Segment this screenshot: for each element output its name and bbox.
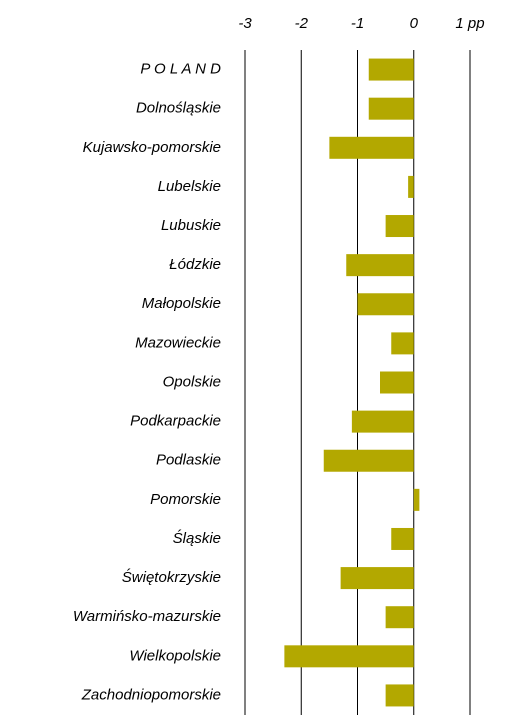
y-tick-label: Podlaskie	[156, 452, 221, 469]
bar	[346, 254, 414, 277]
bar	[385, 606, 414, 629]
bar	[329, 136, 414, 159]
x-tick-label: -1	[351, 15, 364, 32]
y-tick-label: Dolnośląskie	[136, 100, 221, 117]
y-tick-label: Podkarpackie	[130, 413, 221, 430]
bar	[340, 567, 414, 590]
bar	[351, 410, 414, 433]
bar	[323, 449, 414, 472]
x-tick-label: -2	[295, 15, 309, 32]
bar	[413, 488, 420, 511]
x-tick-label: 0	[410, 15, 419, 32]
y-tick-label: Warmińsko-mazurskie	[73, 608, 221, 625]
bar	[408, 175, 414, 198]
bar	[368, 58, 414, 81]
y-tick-label: Świętokrzyskie	[122, 568, 221, 586]
bar	[385, 684, 414, 707]
y-tick-label: Lubuskie	[161, 217, 221, 234]
y-tick-label: Mazowieckie	[135, 334, 221, 351]
bar	[284, 645, 414, 668]
y-tick-label: Łódzkie	[169, 256, 221, 273]
y-tick-label: Małopolskie	[142, 295, 221, 312]
y-tick-label: Wielkopolskie	[129, 647, 221, 664]
bar	[385, 215, 414, 238]
y-tick-label: Kujawsko-pomorskie	[83, 139, 221, 156]
y-tick-label: P O L A N D	[140, 61, 221, 78]
bar	[391, 527, 414, 550]
y-tick-label: Opolskie	[163, 373, 221, 390]
bar	[368, 97, 414, 120]
bar	[380, 371, 414, 394]
x-tick-label: 1 pp	[455, 15, 484, 32]
y-tick-label: Zachodniopomorskie	[81, 686, 221, 703]
y-tick-label: Pomorskie	[150, 491, 221, 508]
x-tick-label: -3	[238, 15, 252, 32]
y-tick-label: Lubelskie	[158, 178, 221, 195]
y-tick-label: Śląskie	[173, 529, 221, 547]
bar	[357, 293, 414, 316]
bar	[391, 332, 414, 355]
